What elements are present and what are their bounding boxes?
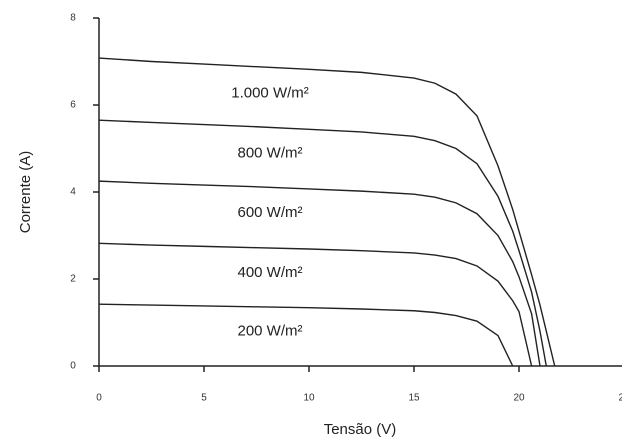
y-tick-label: 0 bbox=[70, 361, 76, 372]
curve-label: 400 W/m² bbox=[237, 264, 302, 281]
x-tick-label: 25 bbox=[618, 393, 622, 404]
x-tick-label: 15 bbox=[408, 393, 420, 404]
y-tick-label: 2 bbox=[70, 274, 76, 285]
iv-curve bbox=[98, 242, 533, 367]
x-tick-label: 5 bbox=[201, 393, 207, 404]
x-tick-label: 0 bbox=[96, 393, 102, 404]
curve-label: 800 W/m² bbox=[237, 144, 302, 161]
y-tick-label: 4 bbox=[70, 187, 76, 198]
curve-label: 600 W/m² bbox=[237, 204, 302, 221]
iv-curve bbox=[98, 180, 541, 367]
iv-curve bbox=[98, 57, 556, 367]
y-tick-label: 6 bbox=[70, 100, 76, 111]
x-tick-label: 10 bbox=[303, 393, 315, 404]
iv-curve bbox=[98, 303, 514, 367]
y-tick-label: 8 bbox=[70, 13, 76, 24]
y-axis-title: Corrente (A) bbox=[17, 151, 34, 234]
curve-label: 200 W/m² bbox=[237, 323, 302, 340]
x-tick-label: 20 bbox=[513, 393, 525, 404]
curve-label: 1.000 W/m² bbox=[231, 84, 309, 101]
iv-curve bbox=[98, 119, 547, 367]
x-axis-title: Tensão (V) bbox=[324, 421, 397, 438]
